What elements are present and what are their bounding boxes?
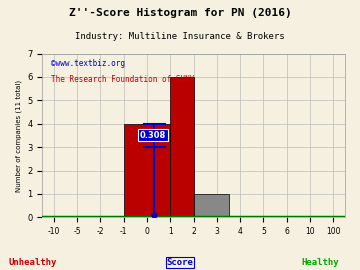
Bar	[194, 194, 229, 217]
Text: The Research Foundation of SUNY: The Research Foundation of SUNY	[51, 75, 195, 84]
Bar	[170, 77, 194, 217]
Y-axis label: Number of companies (11 total): Number of companies (11 total)	[15, 79, 22, 191]
Text: ©www.textbiz.org: ©www.textbiz.org	[51, 59, 125, 68]
Bar	[124, 124, 170, 217]
Text: 0.308: 0.308	[140, 131, 166, 140]
Text: Z''-Score Histogram for PN (2016): Z''-Score Histogram for PN (2016)	[69, 8, 291, 18]
Text: Score: Score	[167, 258, 193, 267]
Text: Unhealthy: Unhealthy	[8, 258, 57, 267]
Text: Healthy: Healthy	[302, 258, 339, 267]
Text: Industry: Multiline Insurance & Brokers: Industry: Multiline Insurance & Brokers	[75, 32, 285, 41]
